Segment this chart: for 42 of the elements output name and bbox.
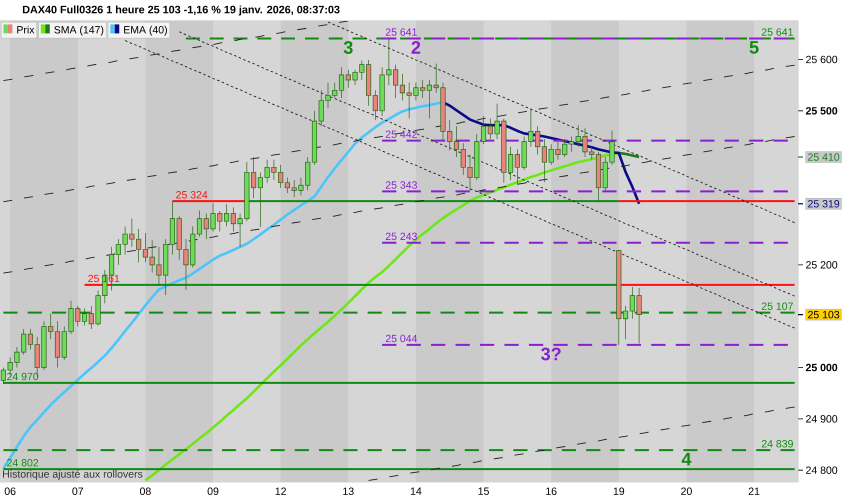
y-tick-label: 25 500 [806, 107, 838, 115]
x-tick-label: 07 [72, 488, 84, 495]
y-tick-label: 25 319 [808, 200, 840, 208]
annotation: 5 [750, 41, 759, 54]
x-tick-label: 19 [614, 488, 624, 495]
data-label: 25 107 [762, 302, 793, 310]
annotation: Historique ajusté aux rollovers [3, 470, 142, 480]
x-tick-label: 21 [748, 488, 760, 495]
y-tick-label: 25 410 [808, 153, 840, 161]
x-tick-label: 14 [410, 488, 422, 495]
x-tick-label: 15 [478, 488, 489, 495]
x-tick-label: 12 [276, 488, 286, 495]
annotation: 4 [682, 452, 692, 466]
x-tick-label: 09 [208, 488, 218, 495]
data-label: 25 641 [386, 28, 417, 36]
chart-title: DAX40 Full0326 1 heure 25 103 -1,16 % 19 janv. 2026, 08:37:03 [22, 5, 340, 16]
y-tick-label: 25 103 [808, 310, 840, 318]
annotation: 3 [344, 41, 353, 54]
data-label: 24 802 [7, 459, 38, 466]
y-tick-label: 24 800 [806, 466, 838, 474]
data-label: 25 243 [386, 232, 417, 240]
data-label: 25 641 [762, 28, 793, 36]
y-tick-label: 25 600 [806, 56, 838, 64]
x-tick-label: 16 [546, 488, 557, 495]
data-label: 24 839 [762, 440, 793, 448]
y-tick-label: 24 900 [806, 415, 838, 423]
legend-label: SMA (147) [54, 26, 104, 36]
legend-label: Prix [17, 26, 34, 34]
x-tick-label: 20 [681, 488, 692, 495]
data-label: 25 343 [386, 181, 417, 189]
y-tick-label: 25 200 [806, 261, 838, 269]
annotation: 3? [541, 348, 561, 360]
data-label: 25 044 [386, 334, 418, 342]
data-label: 25 324 [176, 191, 208, 198]
x-tick-label: 06 [4, 488, 16, 495]
data-label: 24 970 [7, 372, 38, 380]
y-tick-label: 25 000 [806, 364, 838, 372]
annotation: 2 [412, 41, 420, 54]
x-tick-label: 08 [140, 488, 151, 495]
x-tick-label: 13 [343, 488, 354, 495]
legend-label: EMA (40) [124, 26, 167, 36]
data-label: 25 442 [386, 130, 417, 138]
